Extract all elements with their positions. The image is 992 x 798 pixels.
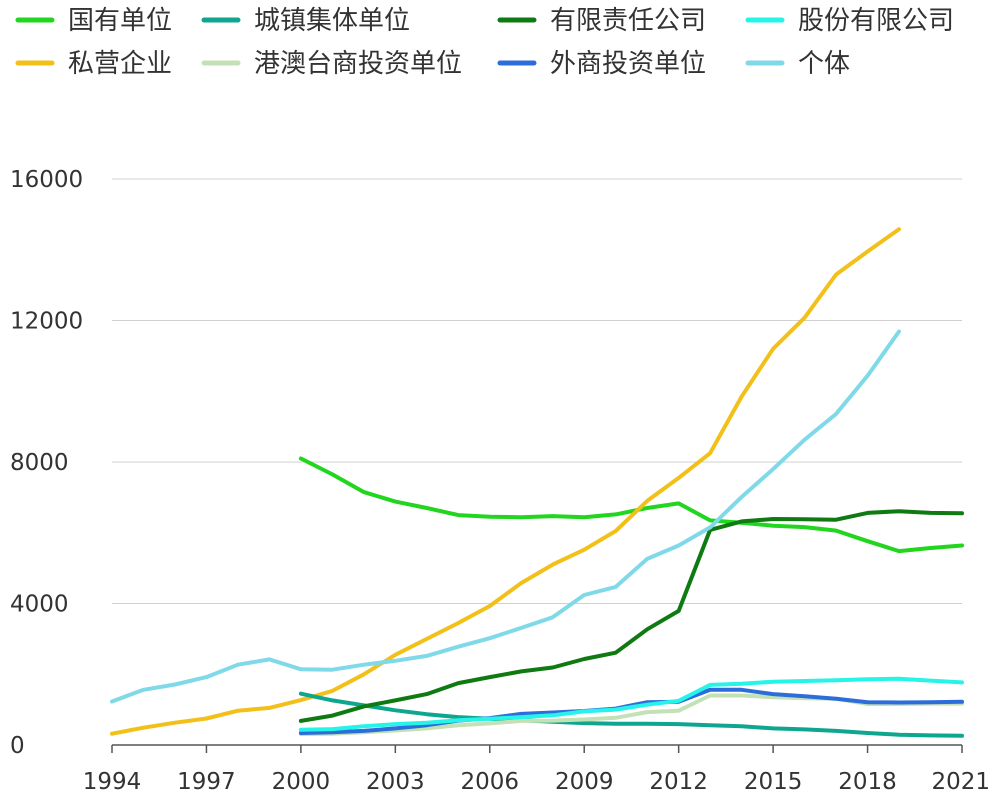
legend-item-4[interactable]: 港澳台商投资单位 [201, 49, 462, 79]
legend-label: 外商投资单位 [550, 49, 706, 79]
legend-label: 股份有限公司 [798, 6, 954, 36]
legend-label: 个体 [798, 49, 850, 79]
x-tick-label: 2003 [366, 769, 425, 795]
x-tick-label: 2009 [555, 769, 614, 795]
legend-item-1[interactable]: 国有单位 [15, 6, 172, 36]
legend-label: 城镇集体单位 [254, 6, 410, 36]
plot-area [110, 227, 964, 738]
y-tick-label: 12000 [10, 309, 83, 335]
legend-label: 国有单位 [68, 6, 172, 36]
y-axis: 0 4000 8000 12000 16000 [10, 167, 83, 759]
series-line-7 [298, 676, 964, 732]
x-tick-label: 1994 [83, 769, 142, 795]
series-line-1 [298, 456, 964, 554]
legend-item-7[interactable]: 股份有限公司 [745, 6, 954, 36]
x-tick-label: 2006 [461, 769, 520, 795]
legend-label: 私营企业 [68, 49, 172, 79]
legend-item-2[interactable]: 私营企业 [15, 49, 172, 79]
series-line-5 [298, 509, 964, 723]
x-axis: 1994 1997 2000 2003 2006 2009 2012 2015 2018 2021 [83, 744, 990, 795]
legend-item-6[interactable]: 外商投资单位 [497, 49, 706, 79]
x-tick-label: 2012 [649, 769, 708, 795]
x-tick-label: 1997 [177, 769, 236, 795]
legend-label: 港澳台商投资单位 [254, 49, 462, 79]
grid [112, 178, 962, 604]
legend-label: 有限责任公司 [550, 6, 706, 36]
y-tick-label: 0 [10, 733, 25, 759]
y-tick-label: 16000 [10, 167, 83, 193]
x-tick-label: 2018 [838, 769, 897, 795]
series-line-3 [298, 691, 964, 738]
x-tick-label: 2015 [744, 769, 803, 795]
legend-item-8[interactable]: 个体 [745, 49, 850, 79]
series-line-2 [110, 227, 901, 736]
series-line-8 [110, 329, 901, 704]
x-tick-label: 2021 [931, 769, 990, 795]
legend-item-3[interactable]: 城镇集体单位 [201, 6, 410, 36]
y-tick-label: 4000 [10, 592, 69, 618]
x-tick-label: 2000 [272, 769, 331, 795]
y-tick-label: 8000 [10, 450, 69, 476]
legend-item-5[interactable]: 有限责任公司 [497, 6, 706, 36]
